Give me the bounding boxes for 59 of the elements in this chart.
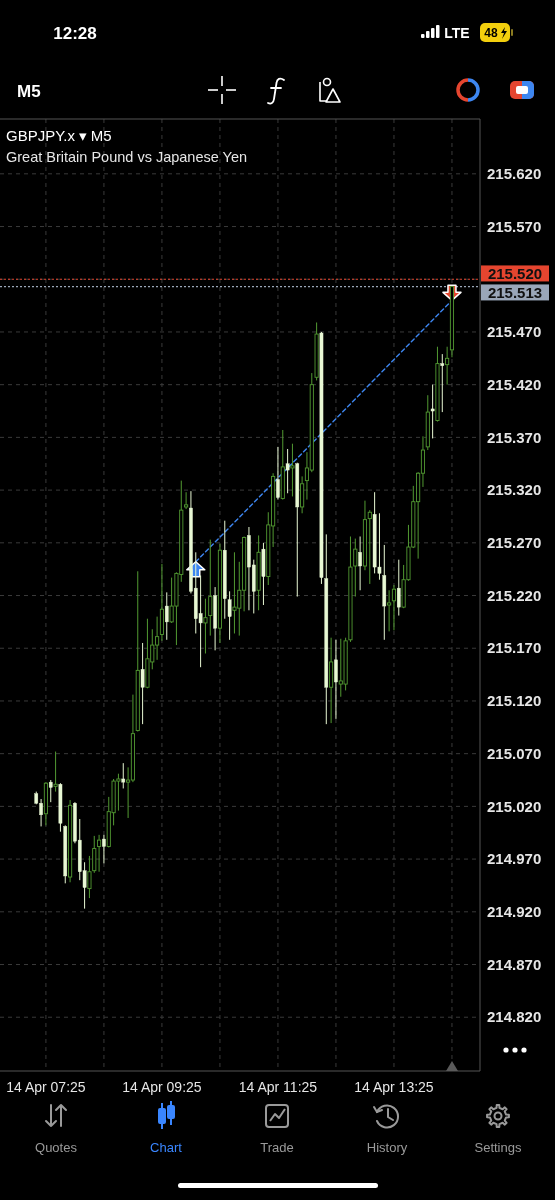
y-tick-label: 214.920 [487,903,542,921]
candlestick [290,443,295,497]
text: 12:28 [53,23,97,43]
text: Great Britain Pound vs Japanese Yen [6,149,248,166]
x-tick-label: 14 Apr 07:25 [6,1078,86,1095]
candlestick [92,835,97,874]
candlestick [445,346,450,386]
candlestick [140,642,145,725]
candlestick [203,598,208,655]
y-tick-label: 214.820 [487,1008,542,1026]
text: 48 [484,26,498,41]
ref-line-label: 215.513 [487,283,543,301]
y-tick-label: 215.370 [487,428,542,446]
candlestick [276,446,280,501]
candlestick [102,834,106,864]
y-tick-label: 215.570 [487,217,542,235]
candlestick [391,584,397,631]
y-tick-label: 215.220 [487,586,542,604]
candlestick [164,591,169,641]
y-tick-label: 215.020 [487,797,542,815]
y-tick-label: 215.270 [487,534,542,552]
candlestick [227,590,232,641]
candlestick [198,575,203,668]
y-tick-label: 215.420 [487,375,542,393]
y-tick-label: 215.320 [487,481,542,499]
candlestick [87,855,92,899]
candlestick [285,448,290,494]
ref-line-label: 215.520 [487,264,543,282]
candlestick [208,539,213,637]
y-tick-label: 214.970 [487,850,542,868]
y-tick-label: 214.870 [487,955,542,973]
candlestick [430,384,435,439]
text: History [366,1139,408,1155]
text: M5 [17,81,41,101]
y-tick-label: 215.170 [487,639,542,657]
candlestick [358,535,362,591]
y-tick-label: 215.470 [487,323,542,341]
text: GBPJPY.x ▾ M5 [6,127,112,145]
candlestick [440,353,445,413]
x-tick-label: 14 Apr 09:25 [122,1078,202,1095]
candlestick [300,475,305,514]
text: Chart [150,1139,183,1155]
candlestick [48,779,53,803]
text: Quotes [35,1139,78,1155]
candlestick [396,559,401,617]
candlestick [121,762,126,789]
candlestick [367,509,372,585]
text: LTE [444,24,470,41]
candlestick [387,589,392,632]
x-tick-label: 14 Apr 11:25 [238,1078,318,1095]
y-tick-label: 215.120 [487,692,542,710]
x-tick-label: 14 Apr 13:25 [354,1078,434,1095]
text: Settings [474,1139,522,1155]
candlestick [334,639,338,720]
y-tick-label: 215.620 [487,165,542,183]
candlestick [184,491,189,510]
candlestick [53,751,58,793]
y-tick-label: 215.070 [487,744,542,762]
text: Trade [260,1139,294,1155]
